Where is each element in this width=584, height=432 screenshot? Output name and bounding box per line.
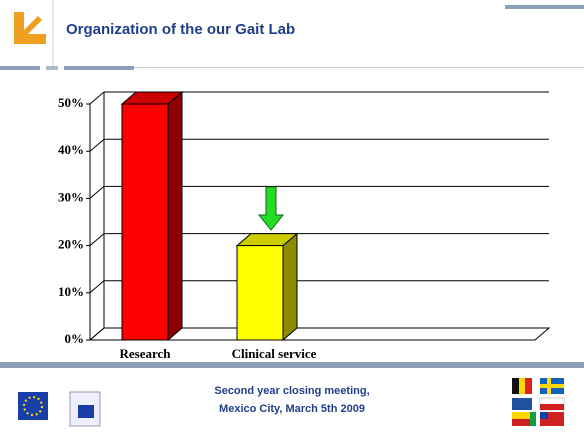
footer-line: Mexico City, March 5th 2009 xyxy=(219,403,365,415)
partner-flags xyxy=(512,378,565,426)
logo-arrow xyxy=(14,12,46,44)
header-dashes xyxy=(0,5,584,70)
chart: 0% 10% 20% 30% 40% 50% Research Clinical servic… xyxy=(58,90,551,361)
y-tick-label: 50% xyxy=(58,95,84,110)
grid-line xyxy=(89,138,105,152)
bar-side xyxy=(282,232,298,342)
pointer-arrow xyxy=(257,186,285,231)
grid-line xyxy=(89,280,105,294)
x-tick-label: Research xyxy=(119,346,171,361)
grid-line xyxy=(89,233,105,246)
footer-line: Second year closing meeting, xyxy=(214,385,369,397)
bar xyxy=(121,103,169,341)
y-tick-label: 0% xyxy=(65,331,85,346)
header xyxy=(0,0,584,68)
y-tick-label: 30% xyxy=(58,189,84,204)
x-tick-label: Clinical service xyxy=(232,346,317,361)
bar-side xyxy=(167,90,183,342)
y-tick-label: 20% xyxy=(58,237,84,252)
grid-line xyxy=(89,186,105,199)
footer-bar xyxy=(0,362,584,368)
y-tick-label: 10% xyxy=(58,284,84,299)
y-tick-label: 40% xyxy=(58,142,84,157)
grid-line xyxy=(89,327,105,341)
eu-logo xyxy=(18,391,101,427)
bar xyxy=(236,245,284,341)
grid-line xyxy=(89,91,105,105)
slide-title: Organization of the our Gait Lab xyxy=(66,21,295,38)
